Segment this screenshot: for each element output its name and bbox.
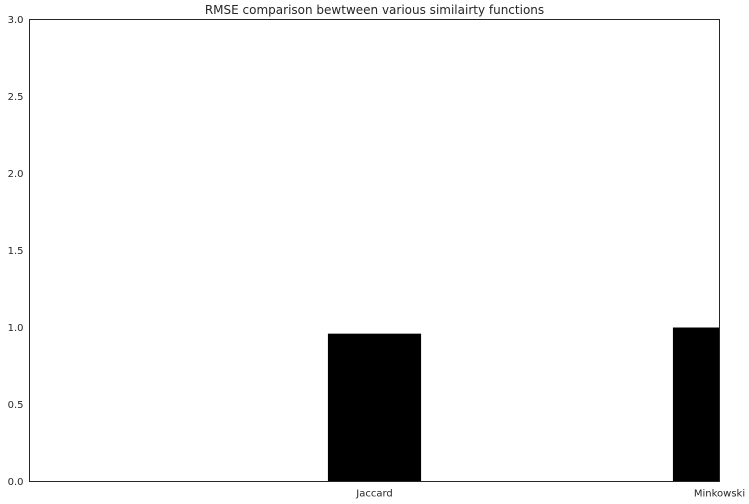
chart-title: RMSE comparison bewtween various similai… xyxy=(205,3,544,17)
y-tick-label: 2.0 xyxy=(8,169,24,180)
y-tick-label: 2.5 xyxy=(8,92,24,103)
y-axis-ticks: 0.0 0.5 1.0 1.5 2.0 2.5 3.0 xyxy=(8,15,24,488)
x-axis-ticks: Jaccard Minkowski xyxy=(355,489,745,500)
x-tick-label-jaccard: Jaccard xyxy=(355,489,392,500)
y-tick-label: 0.5 xyxy=(8,400,24,411)
plot-frame xyxy=(29,19,720,482)
y-tick-label: 0.0 xyxy=(8,477,24,488)
bar-minkowski xyxy=(672,327,720,482)
y-tick-label: 1.0 xyxy=(8,323,24,334)
y-tick-label: 1.5 xyxy=(8,246,24,257)
y-tick-label: 3.0 xyxy=(8,15,24,26)
x-tick-label-minkowski: Minkowski xyxy=(694,489,745,500)
bars xyxy=(327,327,720,482)
bar-jaccard xyxy=(327,333,422,482)
